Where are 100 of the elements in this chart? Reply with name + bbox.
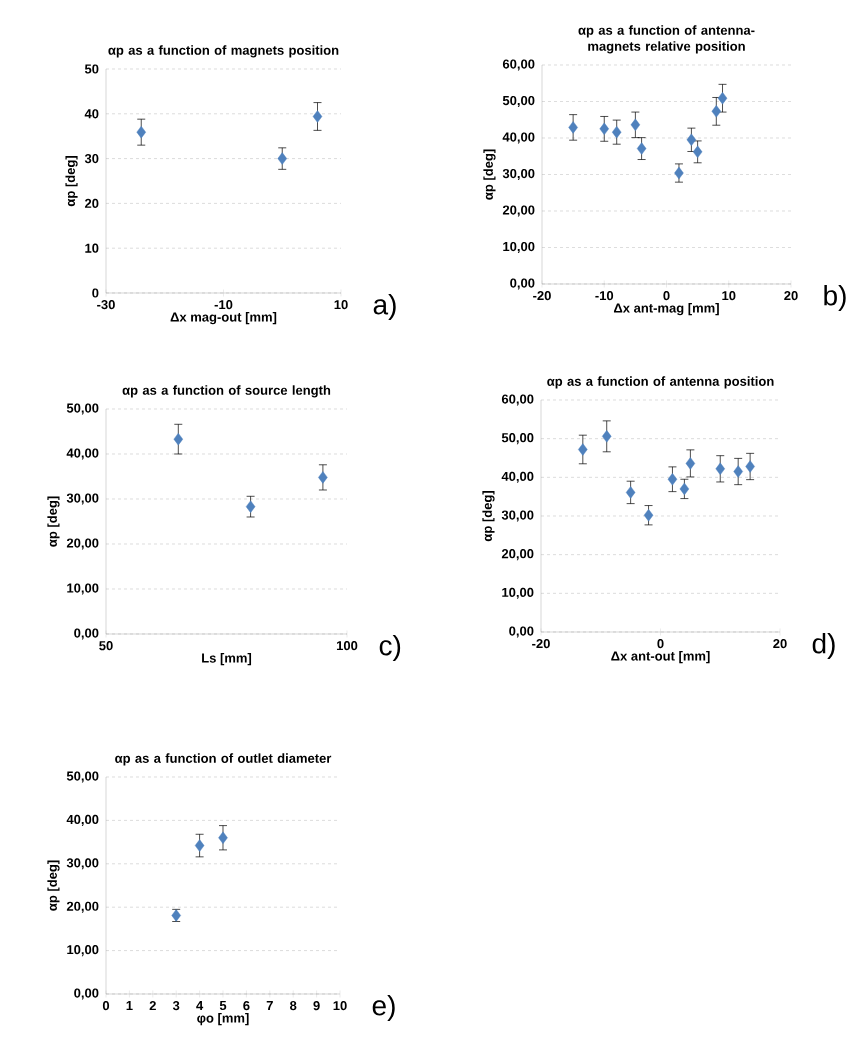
y-tick-label: 50,00 bbox=[502, 95, 535, 108]
y-axis-title: αp [deg] bbox=[482, 491, 495, 542]
y-tick-label: 50 bbox=[84, 64, 99, 74]
chart-title: αp as a function of outlet diameter bbox=[115, 753, 332, 766]
y-tick-label: 50,00 bbox=[501, 433, 534, 445]
x-tick-label: 0 bbox=[663, 291, 670, 301]
x-axis-title: φo [mm] bbox=[197, 1013, 249, 1026]
point bbox=[643, 509, 654, 522]
point bbox=[312, 110, 323, 123]
y-tick-label: 10,00 bbox=[67, 583, 99, 595]
x-tick-label: 50 bbox=[99, 641, 113, 651]
text: a) bbox=[373, 293, 396, 321]
y-tick-label: 20,00 bbox=[66, 901, 99, 913]
point bbox=[218, 831, 228, 844]
x-tick-label: 5 bbox=[219, 1001, 227, 1011]
y-tick-label: 0,00 bbox=[74, 988, 99, 1000]
y-tick-label: 10,00 bbox=[502, 587, 534, 599]
y-tick-label: 30,00 bbox=[502, 168, 535, 181]
y-axis-title: αp [deg] bbox=[483, 149, 496, 200]
point bbox=[685, 457, 696, 470]
y-tick-label: 0,00 bbox=[509, 626, 534, 638]
y-tick-label: 50,00 bbox=[66, 771, 99, 783]
y-tick-label: 40 bbox=[84, 109, 99, 119]
point bbox=[625, 486, 636, 499]
y-tick-label: 40,00 bbox=[501, 471, 534, 483]
y-tick-label: 60,00 bbox=[502, 59, 535, 71]
x-tick-label: 0 bbox=[657, 639, 664, 649]
point bbox=[692, 145, 703, 159]
x-tick-label: 0 bbox=[102, 1001, 110, 1011]
y-tick-label: 40,00 bbox=[66, 814, 99, 826]
chart-title: αp as a function of source length bbox=[122, 385, 331, 398]
point bbox=[136, 125, 146, 139]
y-tick-label: 30,00 bbox=[501, 510, 534, 522]
point bbox=[667, 473, 678, 486]
point bbox=[568, 121, 578, 134]
text: b) bbox=[824, 284, 846, 312]
point bbox=[686, 133, 697, 147]
x-axis-title: Δx mag-out [mm] bbox=[170, 312, 277, 325]
x-tick-label: 8 bbox=[289, 1001, 297, 1011]
y-tick-label: 30,00 bbox=[66, 858, 99, 870]
y-tick-label: 30,00 bbox=[66, 493, 99, 505]
point bbox=[602, 430, 612, 443]
point bbox=[245, 500, 256, 513]
x-tick-label: 3 bbox=[172, 1001, 180, 1011]
x-tick-label: -10 bbox=[595, 291, 614, 301]
point bbox=[173, 432, 183, 446]
y-tick-label: 20,00 bbox=[501, 549, 534, 561]
x-tick-label: 20 bbox=[784, 291, 798, 301]
y-tick-label: 40,00 bbox=[66, 448, 99, 460]
point bbox=[636, 142, 647, 155]
point bbox=[679, 482, 690, 496]
y-tick-label: 20,00 bbox=[66, 538, 99, 550]
x-tick-label: 10 bbox=[334, 300, 348, 310]
y-tick-label: 50,00 bbox=[66, 403, 99, 415]
point bbox=[715, 462, 725, 476]
text: c) bbox=[379, 634, 401, 662]
x-axis-title: Δx ant-mag [mm] bbox=[613, 303, 719, 316]
x-tick-label: 2 bbox=[149, 1001, 156, 1011]
y-tick-label: 40,00 bbox=[502, 132, 535, 144]
x-axis-title: Δx ant-out [mm] bbox=[611, 651, 710, 664]
y-tick-label: 0,00 bbox=[74, 628, 99, 640]
x-tick-label: -30 bbox=[97, 300, 115, 310]
point bbox=[612, 125, 622, 139]
x-tick-label: 10 bbox=[722, 291, 736, 301]
chart-title: αp as a function of magnets position bbox=[108, 45, 339, 58]
y-axis-title: αp [deg] bbox=[65, 156, 78, 207]
x-tick-label: 9 bbox=[313, 1001, 320, 1011]
x-tick-label: 20 bbox=[773, 639, 787, 649]
x-tick-label: 6 bbox=[243, 1001, 250, 1011]
point bbox=[578, 443, 588, 456]
x-tick-label: 100 bbox=[336, 641, 358, 651]
y-axis-title: αp [deg] bbox=[47, 496, 60, 547]
y-axis-title: αp [deg] bbox=[47, 860, 60, 911]
point bbox=[599, 122, 609, 136]
y-tick-label: 20 bbox=[84, 198, 99, 208]
y-tick-label: 30 bbox=[84, 153, 99, 164]
x-tick-label: -20 bbox=[532, 639, 550, 649]
x-axis-title: Ls [mm] bbox=[202, 653, 252, 666]
x-tick-label: 4 bbox=[196, 1001, 204, 1010]
point bbox=[733, 465, 743, 478]
point bbox=[194, 839, 205, 852]
text: d) bbox=[812, 632, 835, 660]
y-tick-label: 0,00 bbox=[510, 278, 535, 290]
point bbox=[711, 105, 721, 118]
y-tick-label: 10,00 bbox=[67, 945, 99, 957]
x-tick-label: -20 bbox=[533, 291, 551, 301]
y-tick-label: 20,00 bbox=[502, 205, 535, 217]
x-tick-label: 10 bbox=[333, 1001, 347, 1011]
point bbox=[277, 152, 287, 165]
point bbox=[630, 118, 641, 132]
y-tick-label: 60,00 bbox=[501, 394, 534, 406]
chart-title: αp as a function of antenna position bbox=[547, 376, 774, 389]
y-tick-label: 10,00 bbox=[503, 241, 535, 254]
x-tick-label: 1 bbox=[126, 1001, 133, 1010]
chart-title: αp as a function of antenna-magnets relative position bbox=[578, 25, 755, 54]
x-tick-label: -10 bbox=[214, 300, 233, 310]
point bbox=[745, 460, 755, 473]
text: e) bbox=[372, 994, 395, 1022]
point bbox=[318, 471, 328, 484]
point bbox=[717, 92, 728, 105]
